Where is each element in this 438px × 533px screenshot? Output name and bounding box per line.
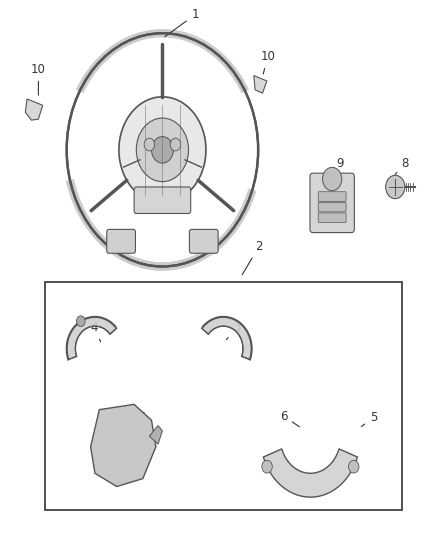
FancyBboxPatch shape — [107, 229, 135, 253]
FancyBboxPatch shape — [318, 213, 346, 222]
FancyBboxPatch shape — [318, 203, 346, 212]
Circle shape — [136, 118, 188, 182]
Circle shape — [170, 138, 181, 151]
Polygon shape — [91, 405, 156, 487]
Circle shape — [119, 97, 206, 203]
FancyBboxPatch shape — [189, 229, 218, 253]
Text: 5: 5 — [361, 411, 377, 426]
Text: 8: 8 — [395, 157, 409, 174]
Circle shape — [322, 167, 342, 191]
Circle shape — [386, 175, 405, 199]
Polygon shape — [25, 99, 43, 120]
Polygon shape — [149, 425, 162, 444]
Text: 6: 6 — [279, 409, 300, 427]
Text: 3: 3 — [226, 321, 240, 340]
Text: 2: 2 — [242, 240, 263, 274]
Text: 1: 1 — [165, 8, 199, 37]
Text: 10: 10 — [260, 50, 275, 74]
Text: 7: 7 — [135, 411, 145, 428]
Bar — [45, 282, 402, 511]
Text: 10: 10 — [31, 63, 46, 95]
Polygon shape — [67, 317, 117, 360]
Circle shape — [152, 136, 173, 163]
FancyBboxPatch shape — [134, 187, 191, 214]
Text: 9: 9 — [334, 157, 344, 187]
FancyBboxPatch shape — [310, 173, 354, 232]
Circle shape — [144, 138, 155, 151]
Circle shape — [262, 461, 272, 473]
FancyBboxPatch shape — [318, 192, 346, 201]
Polygon shape — [263, 449, 357, 497]
Polygon shape — [254, 76, 267, 93]
Text: 4: 4 — [90, 321, 101, 342]
Circle shape — [77, 316, 85, 326]
Polygon shape — [201, 317, 251, 360]
Circle shape — [349, 461, 359, 473]
